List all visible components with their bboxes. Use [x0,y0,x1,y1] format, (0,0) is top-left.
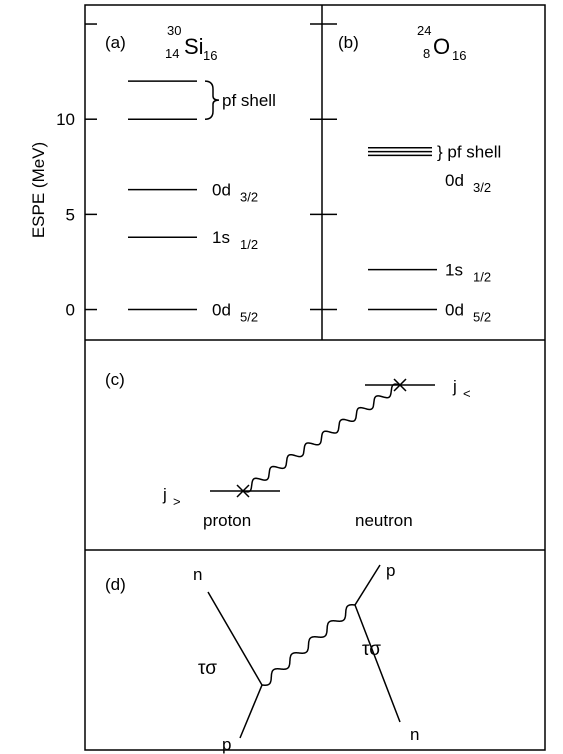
orbit: 0d [445,171,464,190]
orbit-j: 3/2 [240,190,258,205]
j-less: j [452,377,457,396]
y-tick-label: 0 [66,301,75,320]
axis-label: ESPE (MeV) [29,142,48,238]
interaction [242,383,401,493]
orbit: 0d [212,301,231,320]
particle: p [386,561,395,580]
mass: 24 [417,23,431,38]
symbol: Si [184,34,204,59]
vertex-label: τσ [198,658,217,679]
proton-label: proton [203,511,251,530]
neutron-number: 16 [203,48,217,63]
panel-label: (d) [105,575,126,594]
j-greater: j [162,485,167,504]
interaction [261,604,356,686]
vertex-label: τσ [362,639,381,660]
orbit-j: 5/2 [240,310,258,325]
y-tick-label: 5 [66,205,75,224]
particle: n [410,725,419,744]
orbit: 0d [445,301,464,320]
j-less-sub: < [463,386,471,401]
particle: n [193,565,202,584]
j-greater-sub: > [173,494,181,509]
neutron-label: neutron [355,511,413,530]
neutron-number: 16 [452,48,466,63]
proton-number: 8 [423,46,430,61]
orbit: 1s [212,228,230,247]
orbit-j: 1/2 [473,270,491,285]
mass: 30 [167,23,181,38]
orbit-j: 1/2 [240,237,258,252]
particle: p [222,735,231,754]
symbol: O [433,34,450,59]
panel-label: (c) [105,370,125,389]
orbit: 0d [212,181,231,200]
pf-label: pf shell [222,91,276,110]
orbit-j: 5/2 [473,310,491,325]
panel-label: (a) [105,33,126,52]
brace [204,80,220,120]
pf-label: } pf shell [437,143,501,162]
orbit: 1s [445,261,463,280]
proton-number: 14 [165,46,179,61]
orbit-j: 3/2 [473,180,491,195]
y-tick-label: 10 [56,110,75,129]
frame [84,4,546,751]
panel-label: (b) [338,33,359,52]
